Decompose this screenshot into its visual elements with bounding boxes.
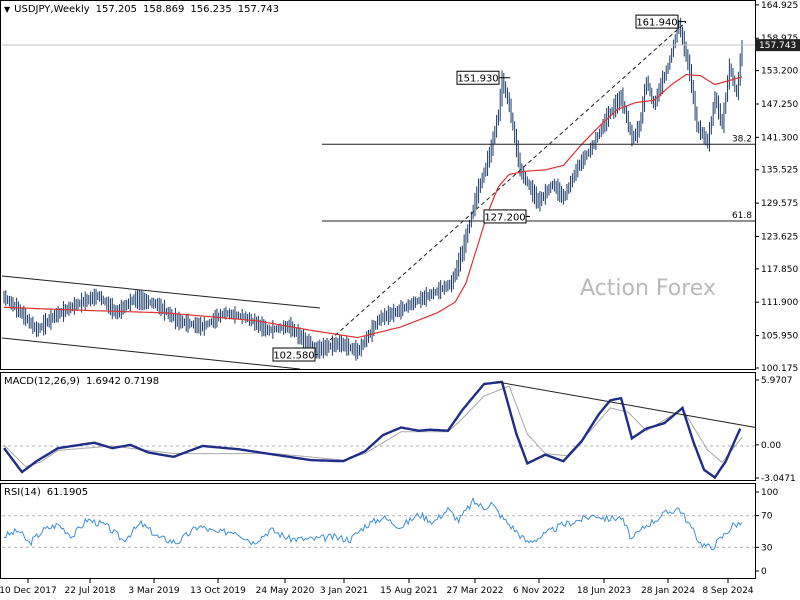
- channel-upper-line: [1, 275, 321, 309]
- macd-panel-header: MACD(12,26,9) 1.6942 0.7198: [4, 376, 159, 387]
- annotation-box: [635, 14, 679, 29]
- channel-lower-line: [1, 337, 301, 370]
- watermark-text: Action Forex: [580, 276, 716, 301]
- symbol-label: USDJPY,Weekly: [14, 4, 90, 15]
- last-price-label: 157.743: [759, 41, 796, 51]
- macd-tick-label: 0.00: [761, 441, 781, 451]
- close-value: 157.743: [237, 4, 280, 15]
- moving-average-line: [3, 73, 743, 339]
- price-panel-header: ▼ USDJPY,Weekly 157.205 158.869 156.235 157.7…: [4, 4, 279, 15]
- price-axis: 164.925158.975153.200147.250141.300135.5…: [755, 1, 800, 374]
- annotation-box: [483, 209, 527, 224]
- fibonacci-levels: 38.2 61.8: [322, 134, 755, 222]
- price-tick-label: 117.850: [761, 265, 798, 275]
- rsi-tick-label: 100: [761, 488, 778, 498]
- price-tick-label: 100.175: [761, 364, 798, 374]
- date-tick-label: 8 Sep 2024: [702, 586, 754, 596]
- high-value: 158.869: [143, 4, 185, 15]
- date-tick-label: 6 Nov 2022: [513, 586, 565, 596]
- macd-line: [3, 380, 742, 480]
- open-value: 157.205: [95, 4, 138, 15]
- rsi-panel-header: RSI(14) 61.1905: [4, 487, 88, 498]
- rsi-tick-label: 0: [761, 567, 767, 577]
- annotation-label: 102.580: [273, 351, 314, 362]
- fib-level-label: 61.8: [732, 211, 752, 221]
- date-tick-label: 13 Oct 2019: [190, 586, 246, 596]
- dashed-trend-line: [329, 21, 687, 341]
- date-tick-label: 3 Mar 2019: [128, 586, 180, 596]
- macd-values: 1.6942 0.7198: [85, 376, 160, 387]
- date-tick-label: 28 Jan 2024: [641, 586, 695, 596]
- price-tick-label: 111.900: [761, 298, 798, 308]
- annotation-label: 161.940: [636, 18, 677, 29]
- price-tick-label: 141.300: [761, 133, 798, 143]
- rsi-tick-label: 30: [761, 543, 773, 553]
- rsi-axis: 100 70 30 0: [755, 488, 778, 577]
- macd-signal-line: [3, 385, 743, 468]
- price-tick-label: 105.950: [761, 332, 798, 342]
- price-tick-label: 135.525: [761, 166, 798, 176]
- macd-tick-label: 5.9707: [761, 376, 793, 386]
- rsi-panel-frame: [0, 483, 756, 579]
- macd-axis: 5.9707 0.00 -3.0471: [755, 376, 796, 484]
- annotation-box: [272, 347, 316, 362]
- rsi-line: [3, 496, 743, 551]
- date-tick-label: 15 Aug 2021: [380, 586, 438, 596]
- macd-tick-label: -3.0471: [761, 474, 796, 484]
- rsi-value: 61.1905: [46, 487, 89, 498]
- price-tick-label: 164.925: [761, 1, 798, 11]
- price-tick-label: 123.625: [761, 232, 798, 242]
- date-tick-label: 18 Jun 2023: [577, 586, 631, 596]
- macd-panel-frame: [0, 372, 756, 481]
- date-tick-label: 24 May 2020: [256, 586, 315, 596]
- price-tick-label: 129.575: [761, 199, 798, 209]
- date-tick-label: 10 Dec 2017: [0, 586, 57, 596]
- date-tick-label: 3 Jan 2021: [320, 586, 368, 596]
- rsi-tick-label: 70: [761, 512, 773, 522]
- price-annotations: 161.940 151.930 127.200 102.580: [272, 14, 686, 362]
- low-value: 156.235: [190, 4, 232, 15]
- date-tick-label: 27 Mar 2022: [446, 586, 503, 596]
- caret-down-icon[interactable]: ▼: [4, 5, 11, 14]
- price-panel-frame: [0, 0, 756, 370]
- annotation-box: [456, 70, 500, 85]
- rsi-title: RSI(14): [4, 487, 41, 498]
- price-tick-label: 153.200: [761, 67, 798, 77]
- fib-level-label: 38.2: [732, 134, 752, 144]
- macd-trend-line: [496, 381, 756, 428]
- price-bars: [3, 17, 743, 361]
- date-axis: 10 Dec 2017 22 Jul 2018 3 Mar 2019 13 Oct 2…: [0, 579, 754, 596]
- price-tick-label: 147.250: [761, 100, 798, 110]
- date-tick-label: 22 Jul 2018: [65, 586, 116, 596]
- last-price-marker: [755, 39, 800, 52]
- annotation-label: 127.200: [484, 212, 525, 223]
- annotation-label: 151.930: [457, 74, 498, 85]
- macd-title: MACD(12,26,9): [4, 376, 80, 387]
